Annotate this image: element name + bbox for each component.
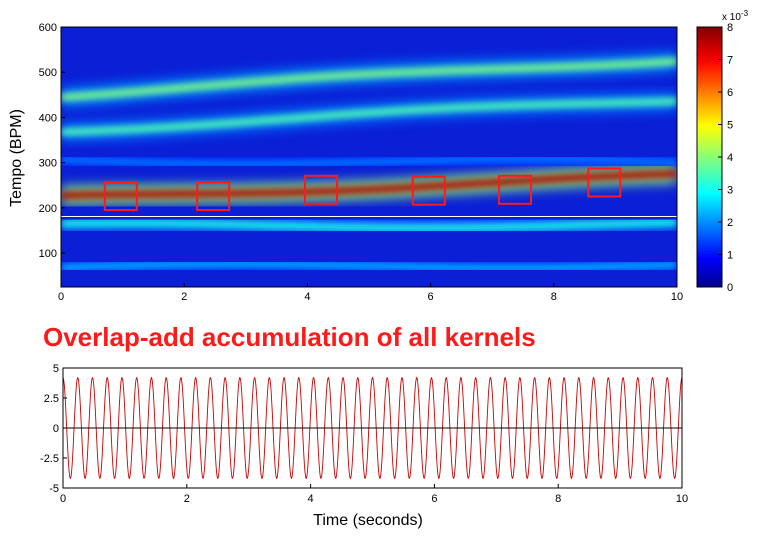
waveform-x-axis-label: Time (seconds) bbox=[313, 512, 423, 529]
x-tick-label: 6 bbox=[431, 493, 437, 505]
y-tick-label: -5 bbox=[49, 483, 59, 495]
x-tick-label: 4 bbox=[308, 493, 314, 505]
section-heading: Overlap-add accumulation of all kernels bbox=[43, 322, 536, 352]
y-tick-label: 400 bbox=[39, 112, 57, 124]
waveform-plot: 0 2 4 6 8 10 5 2.5 0 -2.5 -5 Time (seconds) bbox=[40, 363, 688, 529]
y-tick-label: 500 bbox=[39, 67, 57, 79]
colorbar-tick-label: 7 bbox=[727, 55, 733, 67]
x-tick-label: 6 bbox=[428, 291, 434, 303]
colorbar-tick-label: 5 bbox=[727, 120, 733, 132]
heat-band bbox=[61, 264, 677, 268]
colorbar-tick-label: 2 bbox=[727, 217, 733, 229]
y-tick-label: 300 bbox=[39, 158, 57, 170]
colorbar-tick-label: 0 bbox=[727, 282, 733, 294]
colorbar-tick-label: 4 bbox=[727, 152, 733, 164]
y-tick-label: 5 bbox=[53, 363, 59, 375]
y-tick-label: 100 bbox=[39, 248, 57, 260]
x-tick-label: 10 bbox=[671, 291, 683, 303]
x-tick-label: 2 bbox=[184, 493, 190, 505]
y-tick-label: 600 bbox=[39, 22, 57, 34]
colorbar-tick-label: 8 bbox=[727, 22, 733, 34]
colorbar-exponent-base: x 10 bbox=[722, 12, 741, 23]
heatmap-plot: 0 2 4 6 8 10 100 200 300 400 500 600 Tempo (BPM) bbox=[8, 22, 683, 303]
colorbar-tick-label: 3 bbox=[727, 185, 733, 197]
x-tick-label: 10 bbox=[676, 493, 688, 505]
colorbar-tick-label: 6 bbox=[727, 87, 733, 99]
y-tick-label: 2.5 bbox=[44, 393, 59, 405]
x-tick-label: 0 bbox=[58, 291, 64, 303]
colorbar-exponent-power: -3 bbox=[741, 9, 749, 18]
y-tick-label: -2.5 bbox=[40, 453, 59, 465]
colorbar-exponent: x 10-3 bbox=[722, 9, 749, 23]
colorbar-tick-label: 1 bbox=[727, 250, 733, 262]
colorbar: 0 1 2 3 4 5 6 7 8 x 10-3 bbox=[697, 9, 749, 294]
y-tick-label: 200 bbox=[39, 203, 57, 215]
heatmap-y-axis-label: Tempo (BPM) bbox=[8, 109, 25, 207]
x-tick-label: 4 bbox=[304, 291, 310, 303]
y-tick-label: 0 bbox=[53, 423, 59, 435]
heat-band bbox=[61, 159, 677, 163]
x-tick-label: 0 bbox=[60, 493, 66, 505]
x-tick-label: 8 bbox=[551, 291, 557, 303]
x-tick-label: 8 bbox=[555, 493, 561, 505]
x-tick-label: 2 bbox=[181, 291, 187, 303]
